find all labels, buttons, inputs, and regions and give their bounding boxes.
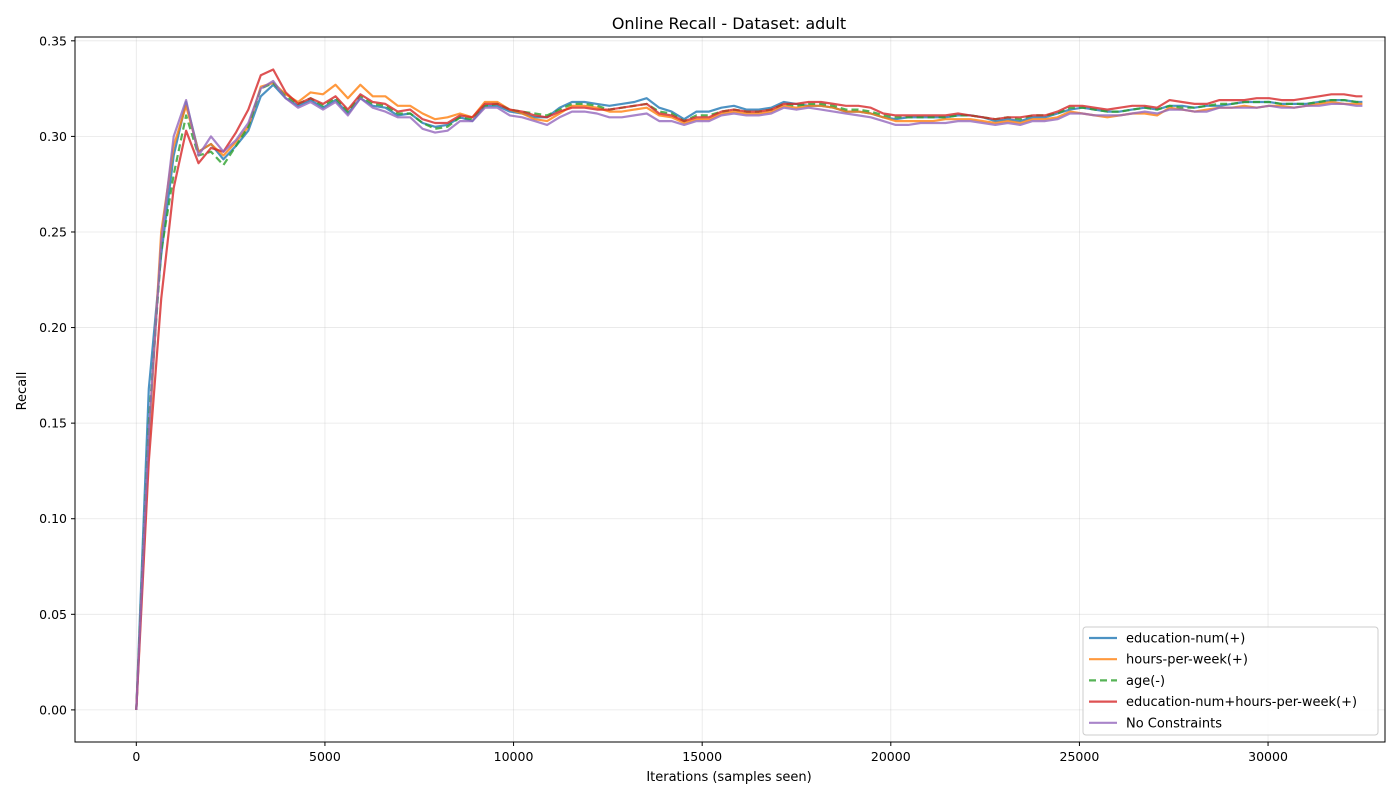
y-tick-label: 0.00 xyxy=(39,702,67,717)
x-tick-label: 25000 xyxy=(1060,749,1100,764)
x-tick-label: 10000 xyxy=(494,749,534,764)
y-grid xyxy=(75,40,1385,711)
chart-title: Online Recall - Dataset: adult xyxy=(612,14,846,33)
y-tick-label: 0.30 xyxy=(39,129,67,144)
legend-box xyxy=(1082,626,1379,736)
legend-label-0: education-num(+) xyxy=(1126,632,1245,647)
x-tick-label: 15000 xyxy=(682,749,722,764)
x-tick-label: 30000 xyxy=(1248,749,1288,764)
plot-area-frame xyxy=(74,36,1386,743)
y-tick-label: 0.15 xyxy=(39,416,67,431)
series-line-0 xyxy=(135,83,1363,710)
series-lines xyxy=(135,68,1363,710)
x-tick-label: 5000 xyxy=(309,749,341,764)
y-axis-ticks: 0.00 0.05 0.10 0.15 0.20 0.25 0.30 0.35 xyxy=(39,33,75,717)
legend-label-4: No Constraints xyxy=(1126,716,1222,731)
series-line-1 xyxy=(135,81,1363,710)
y-tick-label: 0.10 xyxy=(39,511,67,526)
legend: education-num(+) hours-per-week(+) age(-) e… xyxy=(1082,626,1379,736)
y-tick-label: 0.35 xyxy=(39,33,67,48)
x-tick-label: 20000 xyxy=(871,749,911,764)
x-axis-ticks: 0 5000 10000 15000 20000 25000 30000 xyxy=(132,742,1288,764)
legend-label-3: education-num+hours-per-week(+) xyxy=(1126,695,1357,710)
legend-label-1: hours-per-week(+) xyxy=(1126,653,1248,668)
y-axis-label: Recall xyxy=(15,372,30,411)
x-axis-label: Iterations (samples seen) xyxy=(646,770,811,785)
series-line-2 xyxy=(135,81,1363,710)
y-tick-label: 0.25 xyxy=(39,224,67,239)
series-line-3 xyxy=(135,68,1363,710)
series-line-4 xyxy=(135,79,1363,710)
legend-label-2: age(-) xyxy=(1126,674,1165,689)
x-grid xyxy=(135,37,1269,742)
y-tick-label: 0.20 xyxy=(39,320,67,335)
x-tick-label: 0 xyxy=(132,749,140,764)
y-tick-label: 0.05 xyxy=(39,607,67,622)
